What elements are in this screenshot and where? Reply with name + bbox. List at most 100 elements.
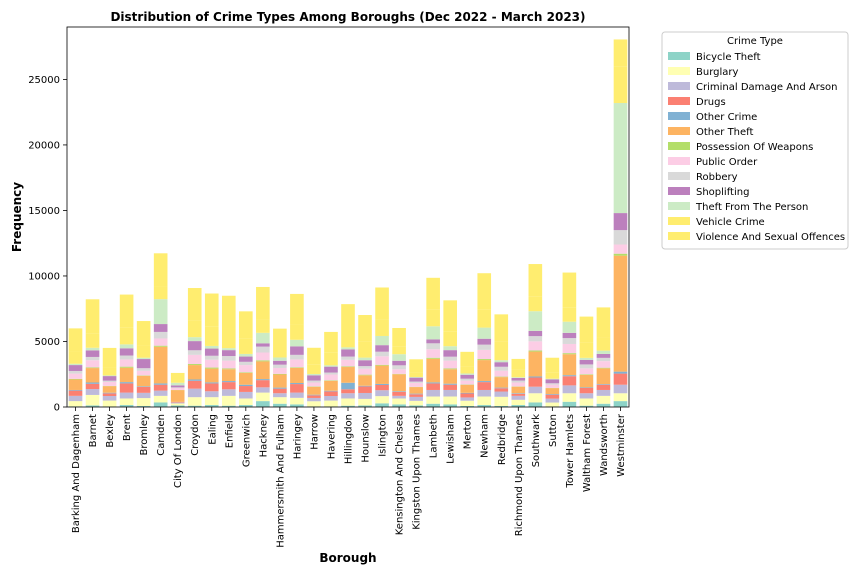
bar-segment [68,389,83,391]
bar-segment [426,326,440,340]
bar-segment [494,341,509,361]
bar-segment [273,360,287,365]
bar-segment [477,389,492,397]
bar-segment [341,304,355,331]
bar-segment [545,378,560,380]
legend-label: Other Crime [696,112,757,123]
bar-segment [426,358,440,383]
bar-segment [153,286,168,300]
bar-segment [443,369,457,384]
bar-segment [204,348,219,356]
bar-segment [153,390,168,396]
bar-segment [256,332,270,344]
bar-segment [68,351,83,364]
bar-segment [221,381,236,383]
bar-segment [341,367,355,383]
x-axis: Barking And Dagenham Barnet Bexley Brent Bro… [71,407,627,548]
bar-segment [170,390,185,402]
bar-segment [204,355,219,360]
bar-segment [409,393,423,395]
bar-segment [153,324,168,332]
x-tick-label: Enfield [224,414,235,448]
bar-segment [562,321,577,333]
bar-segment [324,374,338,381]
bar-segment [170,403,185,406]
bar-segment [477,309,492,328]
bar-segment [102,376,117,381]
bar-segment [307,382,321,387]
bar-segment [221,389,236,396]
bar-segment [187,397,202,406]
bar-segment [256,387,270,393]
bar-segment [409,405,423,407]
bar-segment [324,380,338,381]
bar-segment [68,378,83,380]
bar-segment [613,66,628,103]
x-tick-label: Brent [122,414,133,441]
bar-segment [579,357,594,360]
x-tick-label: Hackney [258,414,269,457]
bar-segment [119,392,134,399]
x-tick-label: Lewisham [446,414,457,464]
bar-segment [358,385,372,387]
bar-segment [170,402,185,403]
y-axis: 0 5000 10000 15000 20000 25000 [28,75,67,414]
bar-segment [613,244,628,254]
bar-segment [545,384,560,388]
bar-segment [528,386,543,394]
bar-segment [85,356,100,361]
bar-segment [341,359,355,367]
bar-segment [307,380,321,383]
bar-segment [290,384,304,393]
bar-segment [119,327,134,345]
x-tick-label: Redbridge [497,414,508,465]
bar-segment [170,405,185,407]
bar-segment [613,371,628,374]
bar-segment [221,395,236,406]
bar-segment [204,326,219,346]
bar-segment [68,373,83,379]
bar-segment [596,403,611,407]
legend-swatch [668,187,690,195]
bar-segment [170,382,185,386]
bar-segment [68,363,83,366]
bar-segment [579,364,594,369]
bar-segment [341,366,355,368]
bar-segment [187,388,202,398]
bar-segment [613,255,628,372]
bar-segment [256,392,270,402]
bar-segment [613,253,628,256]
bar-segment [85,389,100,395]
bar-segment [409,376,423,378]
y-tick-label: 0 [54,403,60,414]
legend-label: Robbery [696,172,738,183]
bar-segment [170,379,185,383]
bar-segment [562,401,577,407]
bar-segment [290,367,304,384]
bar-segment [579,359,594,365]
bar-segment [239,384,253,387]
bar-segment [119,367,134,383]
legend-label: Possession Of Weapons [696,142,813,153]
bar-segment [273,364,287,368]
bar-segment [426,383,440,390]
bar-segment [392,365,406,370]
bar-segment [204,383,219,392]
bar-segment [273,397,287,404]
bar-segment [290,324,304,340]
bar-segment [392,369,406,374]
bar-segment [273,346,287,358]
bar-segment [443,331,457,347]
bar-segment [460,400,475,406]
bar-segment [477,344,492,350]
bar-segment [290,404,304,407]
bar-segment [409,396,423,401]
bar-segment [579,387,594,388]
bar-segment [511,369,526,378]
bar-segment [460,373,475,375]
bar-segment [596,307,611,338]
bar-segment [204,367,219,369]
bar-segment [221,360,236,369]
bar-segment [290,383,304,385]
bar-segment [119,294,134,328]
